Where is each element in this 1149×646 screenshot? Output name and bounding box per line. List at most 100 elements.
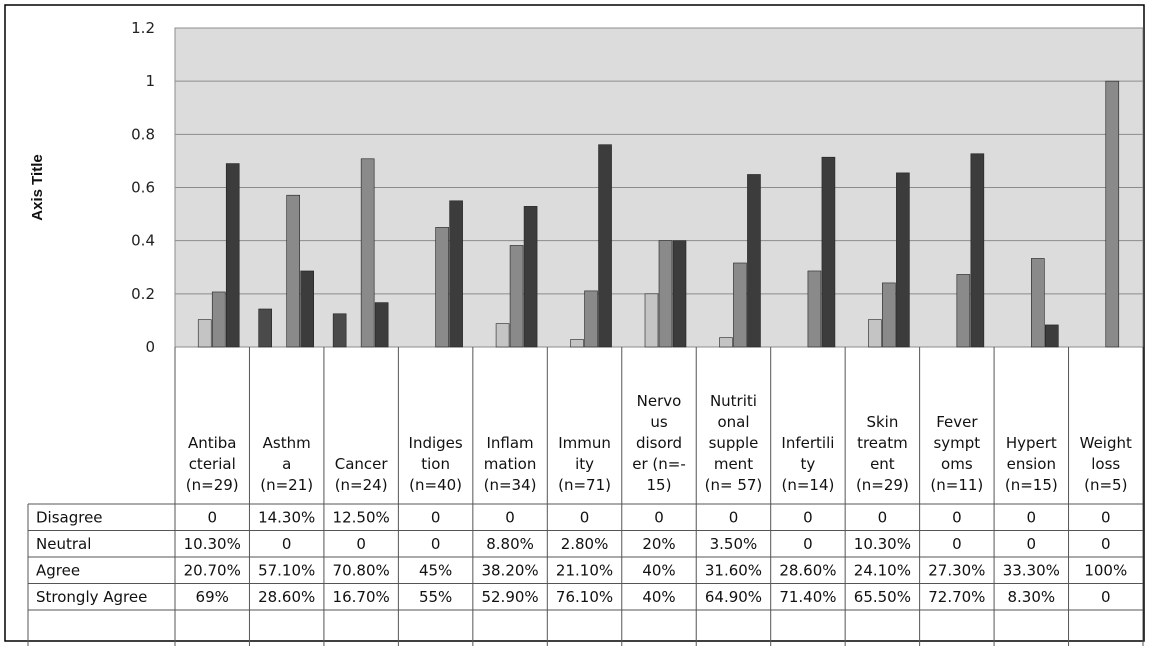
bar-neutral: [868, 319, 882, 348]
category-label: Nervo us disord er (n=- 15): [632, 392, 686, 494]
bar-agree: [509, 245, 524, 348]
data-label: 0: [580, 508, 590, 526]
category-label-line: Nutriti: [710, 392, 757, 410]
data-label: 0: [1027, 535, 1037, 553]
bar-strongly-agree: [300, 270, 314, 348]
bar-agree: [1105, 80, 1120, 348]
data-label: 0: [1101, 508, 1111, 526]
data-label: 45%: [419, 561, 452, 579]
category-label: Asthm a (n=21): [260, 434, 313, 494]
category-label-line: (n=11): [930, 476, 983, 494]
data-label: 55%: [419, 588, 452, 606]
category-label-line: supple: [709, 434, 759, 452]
category-label-line: Fever: [936, 413, 978, 431]
y-tick-label: 0.6: [131, 179, 155, 197]
y-tick-label: 1: [145, 72, 155, 90]
data-label: 0: [654, 508, 664, 526]
category-label-line: er (n=-: [632, 455, 686, 473]
category-label-line: Indiges: [409, 434, 463, 452]
data-label: 12.50%: [333, 508, 390, 526]
category-label: Indiges tion (n=40): [409, 434, 463, 494]
category-label-line: Asthm: [263, 434, 311, 452]
category-label: Infertili ty (n=14): [781, 434, 834, 494]
bar-strongly-agree: [598, 144, 612, 348]
data-label: 16.70%: [333, 588, 390, 606]
data-label: 3.50%: [710, 535, 758, 553]
data-label: 0: [431, 535, 441, 553]
category-label-line: Skin: [866, 413, 898, 431]
bar-agree: [1031, 258, 1045, 348]
category-label-line: (n=29): [856, 476, 909, 494]
y-tick-label: 0.8: [131, 125, 155, 143]
category-label-line: (n=40): [409, 476, 462, 494]
bar-strongly-agree: [821, 156, 836, 348]
category-label-line: cterial: [189, 455, 236, 473]
data-label: 21.10%: [556, 561, 613, 579]
category-label-line: ity: [575, 455, 594, 473]
data-label: 8.80%: [486, 535, 534, 553]
bar-agree: [733, 262, 747, 348]
data-label: 0: [207, 508, 217, 526]
data-label: 64.90%: [705, 588, 762, 606]
y-tick-label: 0: [145, 338, 155, 356]
category-label-line: ty: [801, 455, 816, 473]
bar-agree: [435, 227, 449, 348]
series-label: Neutral: [36, 535, 91, 553]
data-label: 0: [505, 508, 515, 526]
data-label: 14.30%: [258, 508, 315, 526]
category-label-line: ment: [714, 455, 753, 473]
category-label-line: ent: [870, 455, 895, 473]
bar-agree: [211, 291, 226, 348]
data-label: 76.10%: [556, 588, 613, 606]
category-label: Inflam mation (n=34): [484, 434, 537, 494]
data-label: 40%: [642, 561, 675, 579]
category-label-line: (n=29): [186, 476, 239, 494]
data-label: 33.30%: [1003, 561, 1060, 579]
category-label: Cancer (n=24): [335, 455, 389, 494]
bar-agree: [584, 290, 598, 348]
category-label: Hypert ension (n=15): [1005, 434, 1058, 494]
bar-strongly-agree: [896, 172, 910, 348]
data-label: 0: [803, 508, 813, 526]
category-label-line: mation: [484, 455, 537, 473]
bar-neutral: [644, 293, 659, 348]
category-label-line: oms: [941, 455, 973, 473]
data-label: 57.10%: [258, 561, 315, 579]
category-label-line: tion: [421, 455, 450, 473]
data-label: 0: [1101, 535, 1111, 553]
category-label: Weight loss (n=5): [1080, 434, 1132, 494]
category-label-line: Inflam: [486, 434, 533, 452]
data-label: 2.80%: [561, 535, 609, 553]
y-tick-label: 0.4: [131, 232, 155, 250]
bar-strongly-agree: [1045, 324, 1059, 348]
data-label: 27.30%: [928, 561, 985, 579]
data-label: 8.30%: [1007, 588, 1055, 606]
category-label: Antiba cterial (n=29): [186, 434, 239, 494]
data-label: 52.90%: [481, 588, 538, 606]
category-label-line: a: [282, 455, 291, 473]
category-label-line: (n=15): [1005, 476, 1058, 494]
category-label-line: onal: [717, 413, 749, 431]
category-label-line: Weight: [1080, 434, 1132, 452]
bar-strongly-agree: [374, 302, 389, 348]
data-label: 20.70%: [184, 561, 241, 579]
bar-disagree: [258, 308, 272, 348]
bar-strongly-agree: [449, 200, 463, 348]
data-label: 0: [729, 508, 739, 526]
category-label: Fever sympt oms (n=11): [930, 413, 983, 494]
data-label: 24.10%: [854, 561, 911, 579]
category-label-line: (n= 57): [705, 476, 763, 494]
bar-strongly-agree: [747, 174, 761, 348]
data-label: 28.60%: [779, 561, 836, 579]
category-label-line: (n=71): [558, 476, 611, 494]
data-label: 28.60%: [258, 588, 315, 606]
bar-agree: [360, 158, 375, 348]
bar-neutral: [570, 339, 584, 348]
data-label: 0: [1101, 588, 1111, 606]
bar-agree: [882, 282, 896, 348]
data-label: 0: [803, 535, 813, 553]
series-label: Agree: [36, 561, 80, 579]
category-label-line: Antiba: [188, 434, 237, 452]
data-label: 69%: [196, 588, 229, 606]
data-label: 0: [952, 535, 962, 553]
